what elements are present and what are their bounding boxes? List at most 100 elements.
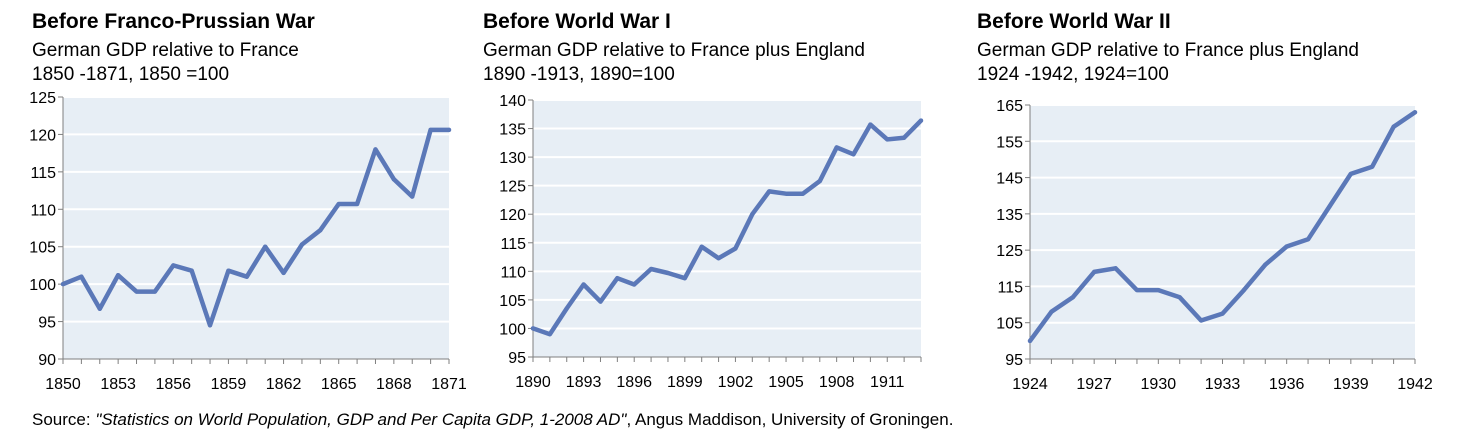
data-point [1028, 338, 1032, 343]
series-line [530, 118, 924, 337]
source-author: , Angus Maddison, University of Groninge… [626, 410, 954, 429]
y-tick-label: 140 [499, 93, 526, 110]
data-point [902, 135, 907, 140]
y-tick-label: 135 [996, 207, 1023, 224]
data-point [1241, 288, 1246, 293]
x-tick-label: 1942 [1397, 376, 1433, 393]
data-point [336, 202, 341, 207]
data-point [1220, 311, 1225, 316]
y-tick-label: 100 [499, 321, 526, 338]
data-point [97, 306, 102, 311]
data-point [299, 242, 304, 247]
data-point [699, 244, 704, 249]
data-point [428, 127, 433, 132]
y-tick-label: 95 [38, 315, 56, 332]
plot-area [1030, 105, 1415, 359]
x-tick-label: 1893 [566, 374, 602, 391]
y-tick-label: 135 [499, 122, 526, 139]
data-point [447, 127, 451, 132]
data-point [564, 306, 569, 311]
x-tick-label: 1902 [718, 374, 754, 391]
x-tick-label: 1927 [1076, 376, 1112, 393]
data-point [1284, 244, 1289, 249]
y-tick-label: 120 [29, 127, 56, 144]
source-work-title: "Statistics on World Population, GDP and… [95, 410, 627, 429]
y-tick-label: 145 [996, 171, 1023, 188]
x-tick-label: 1939 [1333, 376, 1369, 393]
y-tick-label: 120 [499, 207, 526, 224]
x-tick-label: 1908 [819, 374, 855, 391]
chart-title: Before World War II [977, 10, 1171, 33]
data-point [1156, 288, 1161, 293]
data-point [318, 228, 323, 233]
data-point [750, 212, 755, 217]
source-note: Source: "Statistics on World Population,… [32, 410, 953, 430]
y-tick-label: 130 [499, 150, 526, 167]
y-tick-label: 105 [996, 316, 1023, 333]
y-tick-label: 125 [29, 90, 56, 107]
x-tick-label: 1930 [1141, 376, 1177, 393]
data-point [263, 244, 268, 249]
data-point [919, 118, 923, 123]
plot-area [533, 100, 921, 357]
y-tick-label: 105 [29, 240, 56, 257]
data-point [1049, 309, 1054, 314]
y-tick-label: 125 [996, 243, 1023, 260]
data-point [598, 299, 603, 304]
chart-date-range: 1850 -1871, 1850 =100 [32, 64, 230, 85]
data-point [1177, 295, 1182, 300]
data-point [410, 194, 415, 199]
y-tick-label: 95 [508, 350, 526, 367]
data-point [281, 270, 286, 275]
data-point [834, 145, 839, 150]
data-point [1070, 295, 1075, 300]
y-tick-label: 110 [500, 264, 526, 281]
data-point [244, 274, 249, 279]
data-point [1263, 262, 1268, 267]
data-point [632, 282, 637, 287]
data-point [733, 246, 738, 251]
y-tick-label: 90 [38, 352, 56, 369]
plot-area [63, 97, 449, 359]
data-point [1370, 164, 1375, 169]
x-tick-label: 1856 [155, 376, 191, 393]
data-point [817, 179, 822, 184]
data-point [1327, 204, 1332, 209]
data-point [1391, 124, 1396, 129]
data-point [171, 263, 176, 268]
data-point [134, 289, 139, 294]
data-point [61, 282, 65, 287]
chart-date-range: 1924 -1942, 1924=100 [977, 64, 1169, 85]
x-tick-label: 1911 [870, 374, 905, 391]
chart-subtitle: German GDP relative to France plus Engla… [977, 40, 1359, 61]
data-point [767, 189, 772, 194]
y-tick-label: 125 [499, 179, 526, 196]
data-point [391, 177, 396, 182]
data-point [682, 276, 687, 281]
x-tick-label: 1859 [211, 376, 247, 393]
y-tick-label: 105 [499, 293, 526, 310]
y-tick-label: 155 [996, 134, 1023, 151]
data-point [547, 332, 552, 337]
y-tick-label: 115 [997, 279, 1023, 296]
x-tick-label: 1871 [431, 376, 467, 393]
data-point [615, 276, 620, 281]
x-tick-label: 1933 [1205, 376, 1241, 393]
chart-date-range: 1890 -1913, 1890=100 [483, 64, 675, 85]
data-point [885, 137, 890, 142]
data-point [226, 268, 231, 273]
data-point [665, 271, 670, 276]
data-point [784, 191, 789, 196]
series-line [60, 127, 452, 328]
x-tick-label: 1868 [376, 376, 412, 393]
x-tick-label: 1924 [1012, 376, 1048, 393]
data-point [79, 274, 84, 279]
y-tick-label: 110 [30, 202, 56, 219]
chart-title: Before World War I [483, 10, 671, 33]
x-tick-label: 1896 [616, 374, 652, 391]
data-point [208, 323, 213, 328]
data-point [116, 273, 121, 278]
x-tick-label: 1905 [768, 374, 804, 391]
x-tick-label: 1865 [321, 376, 357, 393]
